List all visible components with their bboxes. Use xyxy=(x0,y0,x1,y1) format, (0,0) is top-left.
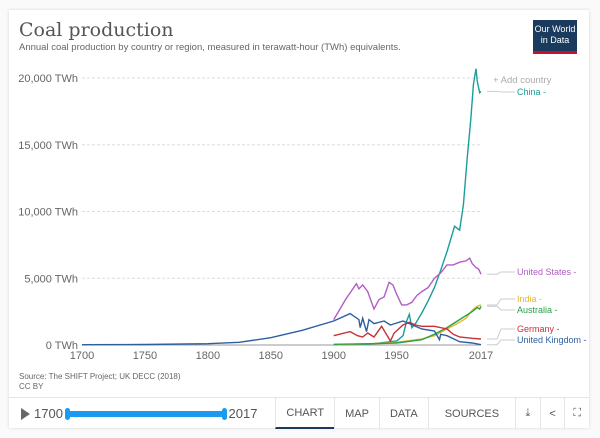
x-tick-label: 1700 xyxy=(70,350,94,362)
start-year: 1700 xyxy=(34,406,63,421)
source-text[interactable]: Source: The SHIFT Project; UK DECC (2018… xyxy=(19,372,181,381)
label-connector xyxy=(487,271,515,275)
start-handle[interactable] xyxy=(64,407,70,420)
series-line-united-states xyxy=(333,257,482,320)
timeline-slider[interactable] xyxy=(64,407,227,420)
control-bar: 1700 2017 CHART MAP DATA SOURCES ⤓ < ⛶ xyxy=(9,397,589,429)
label-connector xyxy=(487,298,515,306)
label-connector xyxy=(487,328,515,340)
series-line-australia xyxy=(333,305,482,345)
end-year: 2017 xyxy=(228,406,258,421)
series-label[interactable]: United Kingdom - xyxy=(517,335,587,345)
y-tick-label: 5,000 TWh xyxy=(24,273,78,285)
add-country-button[interactable]: + Add country xyxy=(493,75,552,86)
series-line-united-kingdom xyxy=(81,312,482,346)
chart-card: Coal production Annual coal production b… xyxy=(9,10,589,429)
series-label[interactable]: India - xyxy=(517,294,542,304)
tab-data[interactable]: DATA xyxy=(378,398,428,429)
x-tick-label: 1750 xyxy=(133,350,157,362)
series-label[interactable]: China - xyxy=(517,87,546,97)
end-handle[interactable] xyxy=(221,407,227,420)
x-tick-label: 1800 xyxy=(196,350,220,362)
y-tick-label: 20,000 TWh xyxy=(18,73,78,85)
label-connector xyxy=(487,305,515,311)
x-tick-label: 1850 xyxy=(259,350,283,362)
tab-sources[interactable]: SOURCES xyxy=(427,398,515,429)
series-line-china xyxy=(333,68,482,346)
series-line-india xyxy=(333,304,482,346)
owid-logo[interactable]: Our World in Data xyxy=(533,20,577,54)
tab-chart[interactable]: CHART xyxy=(275,398,335,429)
fullscreen-icon[interactable]: ⛶ xyxy=(564,398,589,429)
y-tick-label: 0 TWh xyxy=(46,340,78,352)
x-tick-label: 1900 xyxy=(321,350,345,362)
label-connector xyxy=(487,90,515,93)
download-icon[interactable]: ⤓ xyxy=(515,398,540,429)
chart-subtitle: Annual coal production by country or reg… xyxy=(19,42,401,53)
line-chart: 0 TWh 5,000 TWh 10,000 TWh 15,000 TWh 20,000… xyxy=(18,68,587,362)
play-icon[interactable] xyxy=(21,407,30,420)
label-connector xyxy=(487,339,515,346)
series-label[interactable]: United States - xyxy=(517,267,577,277)
y-tick-label: 15,000 TWh xyxy=(18,140,78,152)
y-tick-label: 10,000 TWh xyxy=(18,207,78,219)
x-tick-label: 2017 xyxy=(469,350,493,362)
source-note: Source: The SHIFT Project; UK DECC (2018… xyxy=(19,372,181,392)
tab-map[interactable]: MAP xyxy=(334,398,379,429)
chart-title: Coal production xyxy=(19,19,174,41)
share-icon[interactable]: < xyxy=(539,398,565,429)
series-line-germany xyxy=(333,321,482,343)
series-label[interactable]: Australia - xyxy=(517,305,558,315)
x-tick-label: 1950 xyxy=(384,350,408,362)
license-text: CC BY xyxy=(19,382,44,391)
series-label[interactable]: Germany - xyxy=(517,324,560,334)
